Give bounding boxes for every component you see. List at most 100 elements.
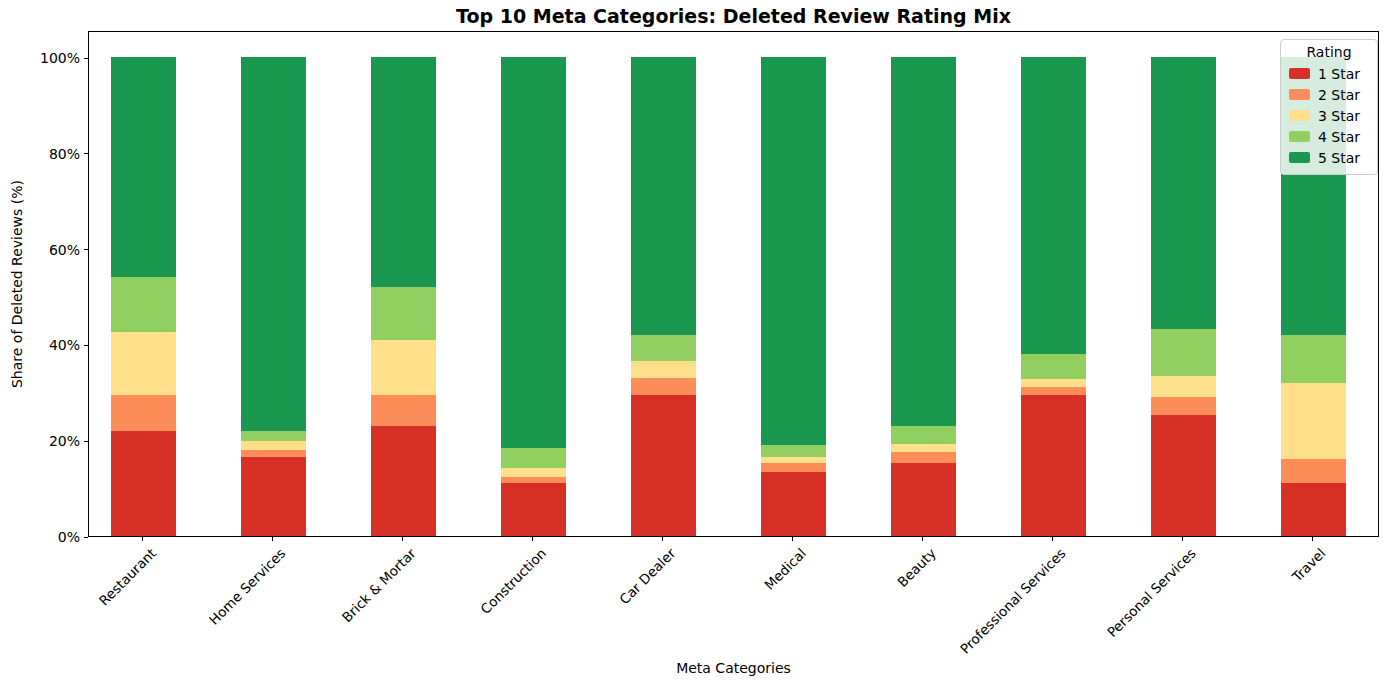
legend-items: 1 Star 2 Star 3 Star 4 Star 5 Star — [1289, 63, 1369, 168]
y-tick-label-100: 100% — [28, 50, 80, 66]
legend-item-1-star: 1 Star — [1289, 63, 1369, 84]
legend-label-4-star: 4 Star — [1318, 129, 1360, 145]
bar-segment-car-dealer-3-star — [631, 361, 696, 378]
legend-label-5-star: 5 Star — [1318, 150, 1360, 166]
bar-segment-brick-mortar-1-star — [371, 426, 436, 536]
legend-swatch-4-star — [1289, 131, 1310, 142]
y-tick-60 — [84, 249, 88, 250]
bar-segment-travel-1-star — [1281, 483, 1346, 536]
legend-item-2-star: 2 Star — [1289, 84, 1369, 105]
y-tick-label-40: 40% — [28, 337, 80, 353]
legend-item-3-star: 3 Star — [1289, 105, 1369, 126]
legend: Rating 1 Star 2 Star 3 Star 4 Star 5 Star — [1280, 39, 1378, 175]
x-tick-brick-mortar — [402, 537, 403, 541]
bar-segment-beauty-2-star — [891, 452, 956, 463]
legend-swatch-3-star — [1289, 110, 1310, 121]
bar-segment-travel-2-star — [1281, 459, 1346, 483]
x-tick-label-restaurant: Restaurant — [95, 545, 159, 609]
bar-segment-restaurant-2-star — [111, 395, 176, 431]
legend-label-3-star: 3 Star — [1318, 108, 1360, 124]
y-tick-40 — [84, 345, 88, 346]
y-tick-label-20: 20% — [28, 433, 80, 449]
bar-segment-medical-3-star — [761, 457, 826, 464]
y-tick-label-80: 80% — [28, 146, 80, 162]
legend-label-1-star: 1 Star — [1318, 66, 1360, 82]
bar-segment-brick-mortar-5-star — [371, 57, 436, 287]
bar-construction — [501, 57, 566, 536]
bar-segment-construction-4-star — [501, 448, 566, 468]
bar-restaurant — [111, 57, 176, 536]
legend-item-5-star: 5 Star — [1289, 147, 1369, 168]
x-tick-label-home-services: Home Services — [206, 545, 289, 628]
legend-swatch-2-star — [1289, 89, 1310, 100]
x-tick-label-travel: Travel — [1289, 545, 1329, 585]
bar-segment-medical-4-star — [761, 445, 826, 456]
x-tick-label-construction: Construction — [477, 545, 549, 617]
x-tick-restaurant — [142, 537, 143, 541]
bar-segment-beauty-1-star — [891, 463, 956, 536]
bar-segment-home-services-2-star — [241, 450, 306, 457]
bar-segment-personal-services-4-star — [1151, 329, 1216, 376]
x-tick-professional-services — [1052, 537, 1053, 541]
bar-segment-medical-5-star — [761, 57, 826, 445]
bar-segment-personal-services-3-star — [1151, 376, 1216, 398]
bar-segment-brick-mortar-4-star — [371, 287, 436, 340]
bar-segment-restaurant-3-star — [111, 332, 176, 394]
x-tick-travel — [1312, 537, 1313, 541]
x-tick-beauty — [922, 537, 923, 541]
y-tick-100 — [84, 58, 88, 59]
bar-segment-construction-2-star — [501, 477, 566, 484]
y-tick-80 — [84, 153, 88, 154]
y-tick-0 — [84, 537, 88, 538]
bar-segment-travel-4-star — [1281, 335, 1346, 383]
bar-segment-construction-5-star — [501, 57, 566, 448]
x-tick-construction — [532, 537, 533, 541]
x-tick-home-services — [272, 537, 273, 541]
bar-segment-construction-1-star — [501, 483, 566, 536]
bar-segment-personal-services-5-star — [1151, 57, 1216, 329]
bar-segment-brick-mortar-2-star — [371, 395, 436, 426]
bar-home-services — [241, 57, 306, 536]
bar-segment-car-dealer-5-star — [631, 57, 696, 335]
x-tick-label-medical: Medical — [761, 545, 809, 593]
x-tick-label-personal-services: Personal Services — [1104, 545, 1199, 640]
bar-segment-car-dealer-2-star — [631, 378, 696, 395]
bar-beauty — [891, 57, 956, 536]
bar-segment-medical-2-star — [761, 463, 826, 472]
legend-swatch-5-star — [1289, 152, 1310, 163]
y-tick-label-0: 0% — [28, 529, 80, 545]
bar-segment-construction-3-star — [501, 468, 566, 477]
legend-label-2-star: 2 Star — [1318, 87, 1360, 103]
bar-segment-car-dealer-4-star — [631, 335, 696, 361]
bar-segment-brick-mortar-3-star — [371, 340, 436, 395]
legend-title: Rating — [1289, 44, 1369, 60]
x-tick-label-professional-services: Professional Services — [957, 545, 1069, 657]
bar-segment-restaurant-1-star — [111, 431, 176, 536]
x-tick-label-brick-mortar: Brick & Mortar — [339, 545, 419, 625]
bar-segment-professional-services-5-star — [1021, 57, 1086, 354]
bar-segment-beauty-3-star — [891, 444, 956, 453]
x-axis-title: Meta Categories — [88, 660, 1379, 676]
bar-professional-services — [1021, 57, 1086, 536]
bar-segment-home-services-3-star — [241, 441, 306, 450]
bar-segment-restaurant-4-star — [111, 277, 176, 332]
bar-segment-car-dealer-1-star — [631, 395, 696, 536]
bar-segment-personal-services-1-star — [1151, 415, 1216, 536]
bar-brick-mortar — [371, 57, 436, 536]
plot-area — [88, 31, 1379, 537]
x-tick-car-dealer — [662, 537, 663, 541]
chart-title: Top 10 Meta Categories: Deleted Review R… — [88, 5, 1379, 27]
bar-segment-home-services-5-star — [241, 57, 306, 431]
bar-car-dealer — [631, 57, 696, 536]
x-tick-label-car-dealer: Car Dealer — [616, 545, 678, 607]
bar-segment-personal-services-2-star — [1151, 397, 1216, 415]
figure: Top 10 Meta Categories: Deleted Review R… — [0, 0, 1390, 690]
bar-personal-services — [1151, 57, 1216, 536]
bar-segment-professional-services-1-star — [1021, 395, 1086, 536]
bar-segment-professional-services-4-star — [1021, 354, 1086, 379]
bar-segment-home-services-1-star — [241, 457, 306, 536]
x-tick-label-beauty: Beauty — [894, 545, 939, 590]
y-tick-20 — [84, 441, 88, 442]
bar-medical — [761, 57, 826, 536]
bar-segment-home-services-4-star — [241, 431, 306, 442]
